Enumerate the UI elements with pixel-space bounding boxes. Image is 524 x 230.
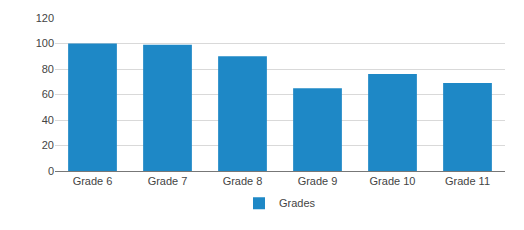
svg-text:0: 0 — [48, 165, 54, 177]
svg-text:Grade 10: Grade 10 — [370, 175, 416, 187]
svg-text:120: 120 — [36, 12, 54, 24]
svg-text:Grade 8: Grade 8 — [223, 175, 263, 187]
svg-text:Grade 7: Grade 7 — [148, 175, 188, 187]
svg-text:100: 100 — [36, 37, 54, 49]
svg-text:Grade 11: Grade 11 — [445, 175, 490, 187]
svg-text:60: 60 — [42, 88, 54, 100]
svg-text:Grade 9: Grade 9 — [298, 175, 338, 187]
svg-text:Grades: Grades — [279, 197, 316, 209]
svg-text:80: 80 — [42, 63, 54, 75]
svg-text:40: 40 — [42, 114, 54, 126]
svg-text:Grade 6: Grade 6 — [73, 175, 113, 187]
svg-text:20: 20 — [42, 139, 54, 151]
